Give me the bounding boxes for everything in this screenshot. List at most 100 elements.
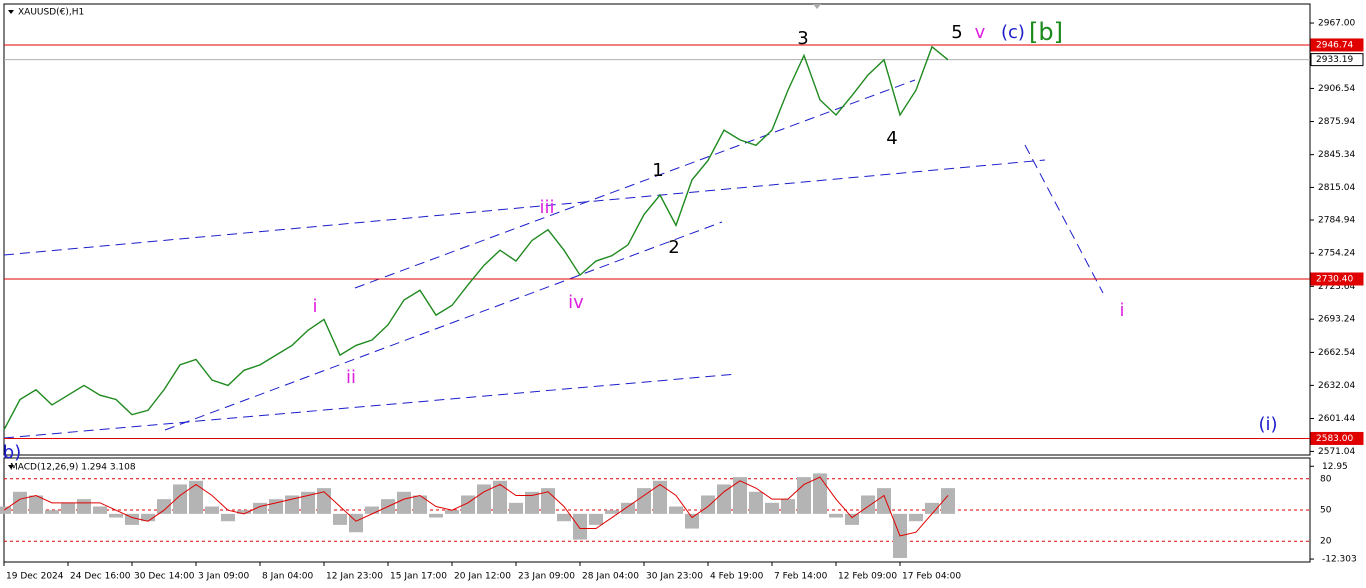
macd-bar — [365, 506, 379, 514]
macd-bar — [589, 513, 603, 525]
macd-bar — [189, 480, 203, 514]
macd-bar — [413, 495, 427, 514]
macd-bar — [77, 499, 91, 514]
macd-bar — [477, 484, 491, 514]
macd-bar — [269, 499, 283, 514]
macd-bar — [61, 502, 75, 514]
macd-bar — [925, 502, 939, 514]
signal-line — [3, 476, 949, 537]
trendline — [354, 79, 916, 289]
macd-bar — [637, 488, 651, 514]
macd-bar — [605, 510, 619, 514]
wave-label: 3 — [797, 28, 808, 49]
price-level-label: 2933.19 — [1316, 55, 1353, 65]
price-level-label: 2583.00 — [1316, 434, 1353, 444]
y-tick-label: 2967.00 — [1318, 19, 1355, 29]
wave-label: 2 — [668, 237, 679, 258]
macd-bar — [397, 491, 411, 514]
macd-bar — [749, 491, 763, 514]
macd-bar — [237, 510, 251, 514]
price-level-box — [1310, 38, 1364, 52]
wave-label: 1 — [652, 160, 663, 181]
macd-bar — [509, 502, 523, 514]
wave-label: iii — [539, 197, 554, 218]
macd-bar — [941, 488, 955, 514]
y2-tick-label: 80 — [1320, 474, 1332, 484]
macd-bar — [813, 473, 827, 514]
wave-label: i — [312, 296, 317, 317]
macd-bar — [109, 513, 123, 518]
trendline — [3, 373, 738, 439]
x-tick-label: 28 Jan 04:00 — [582, 572, 639, 582]
x-tick-label: 19 Dec 2024 — [6, 572, 64, 582]
macd-bar — [157, 499, 171, 514]
x-tick-label: 7 Feb 14:00 — [774, 572, 828, 582]
x-tick-label: 8 Jan 04:00 — [262, 572, 314, 582]
x-tick-label: 20 Jan 12:00 — [454, 572, 511, 582]
x-tick-label: 15 Jan 17:00 — [390, 572, 447, 582]
wave-label: iv — [568, 292, 584, 313]
macd-bar — [253, 502, 267, 514]
y-tick-label: 2571.04 — [1318, 447, 1355, 457]
y-tick-label: 2845.34 — [1318, 150, 1355, 160]
macd-bar — [653, 480, 667, 514]
price-panel — [3, 3, 1311, 456]
macd-bar — [877, 488, 891, 514]
wave-label: (c) — [1001, 22, 1025, 43]
y-tick-label: 2875.94 — [1318, 117, 1355, 127]
macd-bar — [733, 477, 747, 514]
macd-bar — [845, 513, 859, 525]
macd-bar — [45, 510, 59, 514]
x-tick-label: 17 Feb 04:00 — [902, 572, 961, 582]
trendline — [3, 159, 1046, 256]
price-level-box — [1310, 53, 1364, 67]
menu-arrow — [8, 10, 14, 14]
y-tick-label: 2723.64 — [1318, 282, 1355, 292]
shift-marker — [813, 4, 821, 9]
x-tick-label: 4 Feb 19:00 — [710, 572, 764, 582]
y2-tick-label: 20 — [1320, 537, 1332, 547]
macd-bar — [429, 513, 443, 518]
wave-label: 5 — [951, 22, 962, 43]
macd-bar — [765, 502, 779, 514]
macd-title: MACD(12,26,9) 1.294 3.108 — [10, 463, 136, 473]
x-tick-label: 23 Jan 09:00 — [518, 572, 575, 582]
trendline — [164, 221, 723, 431]
macd-bar — [797, 477, 811, 514]
y-tick-label: 2754.24 — [1318, 249, 1355, 259]
y-tick-label: 2662.54 — [1318, 348, 1355, 358]
trendline — [1024, 144, 1104, 294]
macd-bar — [173, 484, 187, 514]
macd-bar — [573, 513, 587, 540]
x-tick-label: 24 Dec 16:00 — [70, 572, 131, 582]
y-tick-label: 2906.54 — [1318, 84, 1355, 94]
macd-bar — [781, 499, 795, 514]
trendlines — [3, 79, 1104, 439]
macd-bar — [685, 513, 699, 529]
macd-bar — [829, 513, 843, 518]
macd-bar — [29, 495, 43, 514]
macd-bar — [205, 506, 219, 514]
macd-bar — [141, 513, 155, 522]
macd-bar — [445, 510, 459, 514]
x-tick-label: 30 Dec 14:00 — [134, 572, 195, 582]
wave-label: [b] — [1029, 18, 1063, 46]
price-level-label: 2946.74 — [1316, 40, 1353, 50]
macd-bar — [525, 491, 539, 514]
macd-bar — [861, 495, 875, 514]
macd-bar — [701, 495, 715, 514]
price-line — [3, 45, 949, 431]
macd-bar — [717, 484, 731, 514]
wave-label: (i) — [1258, 414, 1277, 435]
macd-bar — [669, 506, 683, 514]
wave-label: v — [975, 22, 986, 43]
y-tick-label: 2815.04 — [1318, 183, 1355, 193]
x-tick-label: 12 Feb 09:00 — [838, 572, 897, 582]
y2-tick-label: 50 — [1320, 506, 1332, 516]
y-tick-label: 2601.44 — [1318, 414, 1355, 424]
macd-bar — [301, 491, 315, 514]
x-tick-label: 12 Jan 23:00 — [326, 572, 383, 582]
macd-bar — [13, 491, 27, 514]
macd-bar — [621, 502, 635, 514]
